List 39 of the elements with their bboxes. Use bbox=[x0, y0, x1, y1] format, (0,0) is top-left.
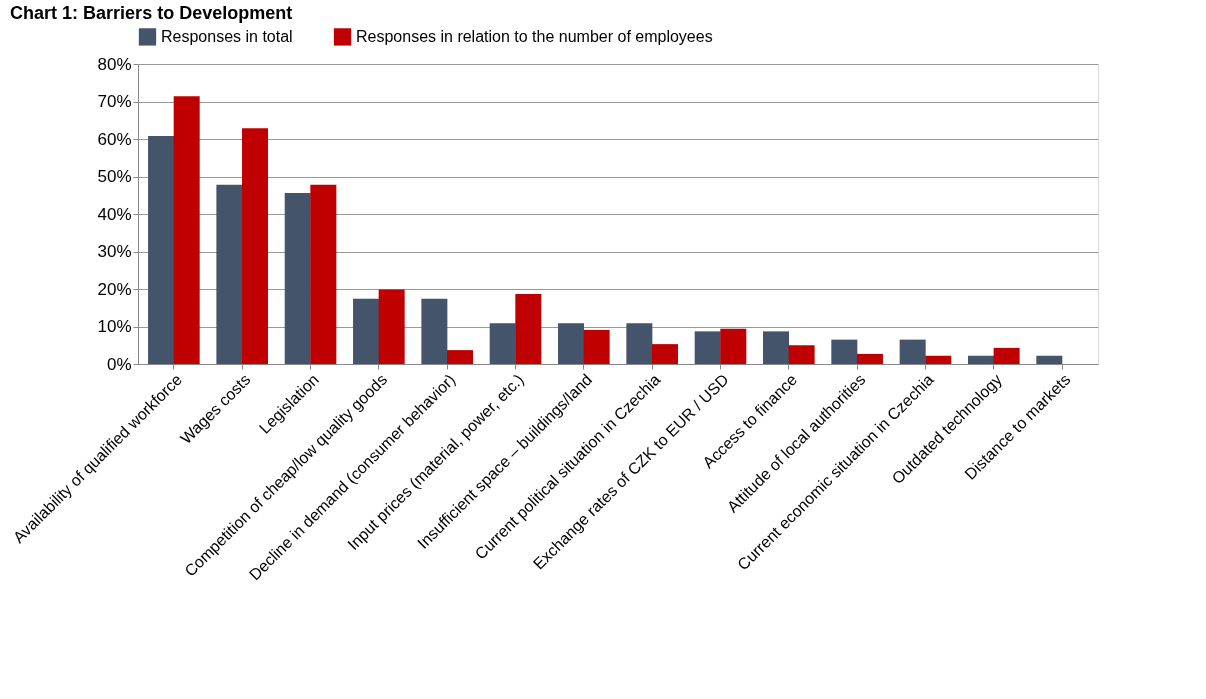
y-tick-label: 10% bbox=[97, 317, 132, 336]
bar bbox=[763, 331, 790, 364]
y-tick-label: 40% bbox=[97, 204, 132, 224]
bar bbox=[148, 136, 175, 364]
bar bbox=[788, 345, 815, 364]
bar bbox=[353, 298, 380, 364]
bar bbox=[310, 184, 337, 364]
bar bbox=[421, 298, 448, 364]
bar bbox=[446, 350, 473, 364]
bar bbox=[284, 193, 311, 364]
bar bbox=[173, 96, 200, 364]
bar bbox=[856, 353, 883, 364]
bar bbox=[651, 344, 678, 364]
y-tick-label: 60% bbox=[97, 129, 132, 149]
bar bbox=[831, 339, 858, 364]
legend-label: Responses in total bbox=[161, 27, 293, 45]
chart-title: Chart 1: Barriers to Development bbox=[10, 3, 293, 23]
y-tick-label: 50% bbox=[97, 167, 132, 186]
bar bbox=[515, 293, 542, 364]
bar bbox=[489, 323, 516, 364]
bar bbox=[583, 329, 610, 364]
bar bbox=[993, 347, 1020, 364]
y-tick-label: 30% bbox=[97, 242, 132, 261]
bar bbox=[720, 328, 747, 364]
y-tick-label: 0% bbox=[106, 354, 132, 374]
legend-label: Responses in relation to the number of employees bbox=[356, 27, 713, 45]
bar bbox=[694, 331, 721, 364]
bar bbox=[378, 289, 405, 364]
bar bbox=[242, 128, 269, 364]
bar bbox=[899, 339, 926, 364]
y-tick-label: 70% bbox=[97, 92, 132, 111]
bar bbox=[626, 323, 653, 364]
bar bbox=[558, 323, 585, 364]
bar bbox=[1036, 355, 1063, 364]
y-tick-label: 80% bbox=[97, 54, 132, 74]
bar bbox=[925, 355, 952, 364]
bar bbox=[967, 355, 994, 364]
y-tick-label: 20% bbox=[97, 279, 132, 299]
bar bbox=[216, 184, 243, 364]
